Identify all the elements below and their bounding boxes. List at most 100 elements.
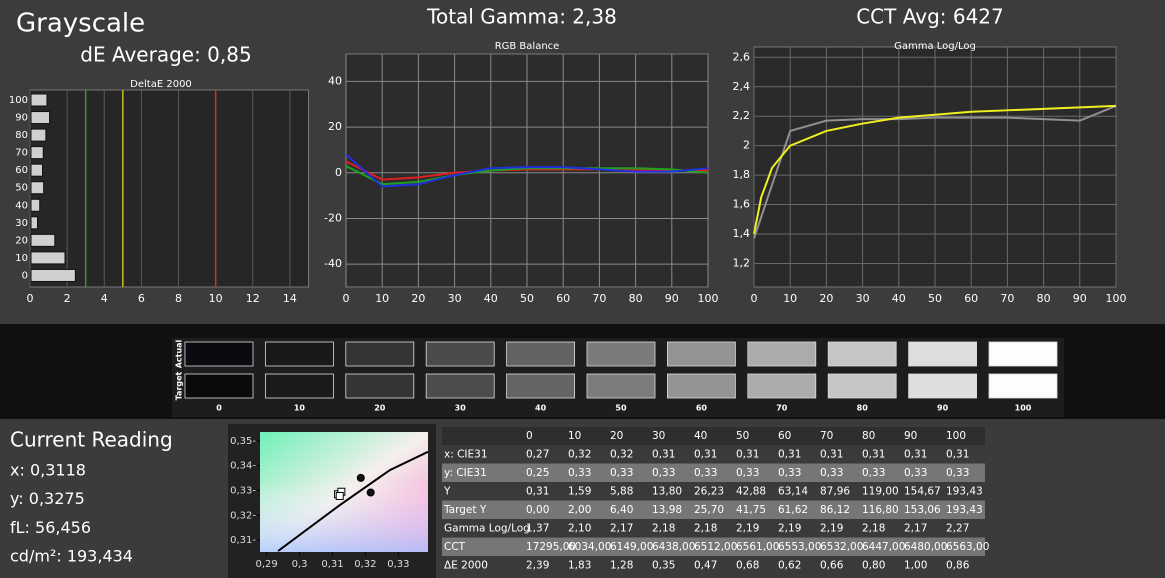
swatch-label: 80 (857, 404, 869, 413)
chart-title: DeltaE 2000 (130, 79, 192, 90)
table-header: 80 (862, 430, 875, 442)
y-tick-label: 0,31- (230, 535, 256, 546)
table-cell: 87,96 (820, 486, 850, 498)
table-cell: 2,10 (568, 523, 591, 535)
table-row-label: ΔE 2000 (444, 560, 488, 572)
x-tick-label: 0,31 (321, 559, 343, 570)
table-cell: 0,33 (820, 467, 843, 479)
table-cell: 6512,00 (694, 541, 737, 553)
y-tick-label: 20 (328, 120, 342, 133)
swatch-label: 40 (535, 404, 547, 413)
table-cell: 6563,00 (946, 541, 989, 553)
y-tick-label: 1,4 (733, 227, 751, 240)
table-cell: 0,33 (946, 467, 969, 479)
measured-point (366, 488, 375, 497)
y-tick-label: -40 (324, 257, 342, 270)
swatch-label: 20 (374, 404, 386, 413)
swatch-target (586, 373, 656, 399)
y-tick-label: 0,34- (230, 461, 256, 472)
swatch-target (506, 373, 576, 399)
chart-title: RGB Balance (495, 41, 560, 52)
table-cell: 5,88 (610, 486, 633, 498)
swatch-target (827, 373, 897, 399)
x-tick-label: 40 (892, 292, 906, 305)
swatch-actual (264, 341, 334, 367)
x-tick-label: 60 (964, 292, 978, 305)
swatch-label: 70 (776, 404, 788, 413)
bar (30, 198, 41, 212)
table-header: 10 (568, 430, 581, 442)
x-tick-label: 6 (138, 292, 145, 305)
de-average: dE Average: 0,85 (80, 43, 251, 67)
table-cell: 0,33 (568, 467, 591, 479)
table-row-bg (442, 556, 985, 575)
swatch-target (908, 373, 977, 399)
table-row-bg (442, 482, 985, 501)
table-cell: 42,88 (736, 486, 766, 498)
current-reading-title: Current Reading (10, 428, 173, 452)
swatch-target (425, 373, 495, 399)
y-tick-label: 1,8 (733, 168, 751, 181)
x-tick-label: 8 (175, 292, 182, 305)
x-tick-label: 30 (448, 292, 462, 305)
x-tick-label: 70 (1000, 292, 1014, 305)
bar (30, 268, 76, 282)
table-cell: 41,75 (736, 504, 766, 516)
table-cell: 0,80 (862, 560, 885, 572)
swatch-actual (345, 341, 415, 367)
table-cell: 86,12 (820, 504, 850, 516)
table-cell: 63,14 (778, 486, 808, 498)
x-tick-label: 50 (520, 292, 534, 305)
table-row-label: Gamma Log/Log (444, 523, 530, 535)
y-tick-label: 2,6 (733, 50, 751, 63)
y-tick-label: 40 (328, 74, 342, 87)
reading-line: cd/m²: 193,434 (10, 547, 133, 566)
x-tick-label: 100 (1106, 292, 1127, 305)
bar (30, 163, 44, 177)
x-tick-label: 0 (751, 292, 758, 305)
table-cell: 193,43 (946, 504, 983, 516)
x-tick-label: 0 (27, 292, 34, 305)
swatch-label: 50 (615, 404, 627, 413)
table-cell: 0,47 (694, 560, 717, 572)
x-tick-label: 2 (64, 292, 71, 305)
table-cell: 6,40 (610, 504, 633, 516)
table-cell: 0,68 (736, 560, 759, 572)
table-cell: 61,62 (778, 504, 808, 516)
table-cell: 0,33 (610, 467, 633, 479)
plot-area (29, 89, 309, 288)
table-cell: 2,17 (610, 523, 633, 535)
series-line (345, 153, 709, 188)
cct-average: CCT Avg: 6427 (856, 5, 1004, 29)
category-label: 10 (15, 253, 28, 264)
table-cell: 25,70 (694, 504, 724, 516)
swatch-actual (667, 341, 736, 367)
measured-point (356, 473, 365, 482)
table-header: 30 (652, 430, 665, 442)
table-cell: 0,32 (568, 449, 591, 461)
x-tick-label: 50 (928, 292, 942, 305)
table-cell: 2,18 (694, 523, 717, 535)
table-cell: 6438,00 (652, 541, 695, 553)
x-tick-label: 10 (209, 292, 223, 305)
category-label: 90 (15, 113, 28, 124)
swatch-actual (506, 341, 576, 367)
table-row-bg (442, 500, 985, 519)
table-cell: 0,35 (652, 560, 675, 572)
table-header: 100 (946, 430, 966, 442)
table-row-label: y: CIE31 (444, 467, 487, 479)
table-cell: 2,19 (820, 523, 843, 535)
table-row-bg (442, 445, 985, 464)
bar (30, 216, 38, 230)
table-cell: 1,28 (610, 560, 633, 572)
series-line (753, 104, 1117, 235)
table-cell: 0,31 (820, 449, 843, 461)
table-cell: 0,27 (526, 449, 549, 461)
table-header: 40 (694, 430, 707, 442)
swatch-label: 100 (1015, 404, 1032, 413)
x-tick-label: 0,32 (354, 559, 376, 570)
swatch-actual (988, 341, 1058, 367)
swatch-actual (908, 341, 977, 367)
table-cell: 6532,00 (820, 541, 863, 553)
bar (30, 181, 45, 195)
